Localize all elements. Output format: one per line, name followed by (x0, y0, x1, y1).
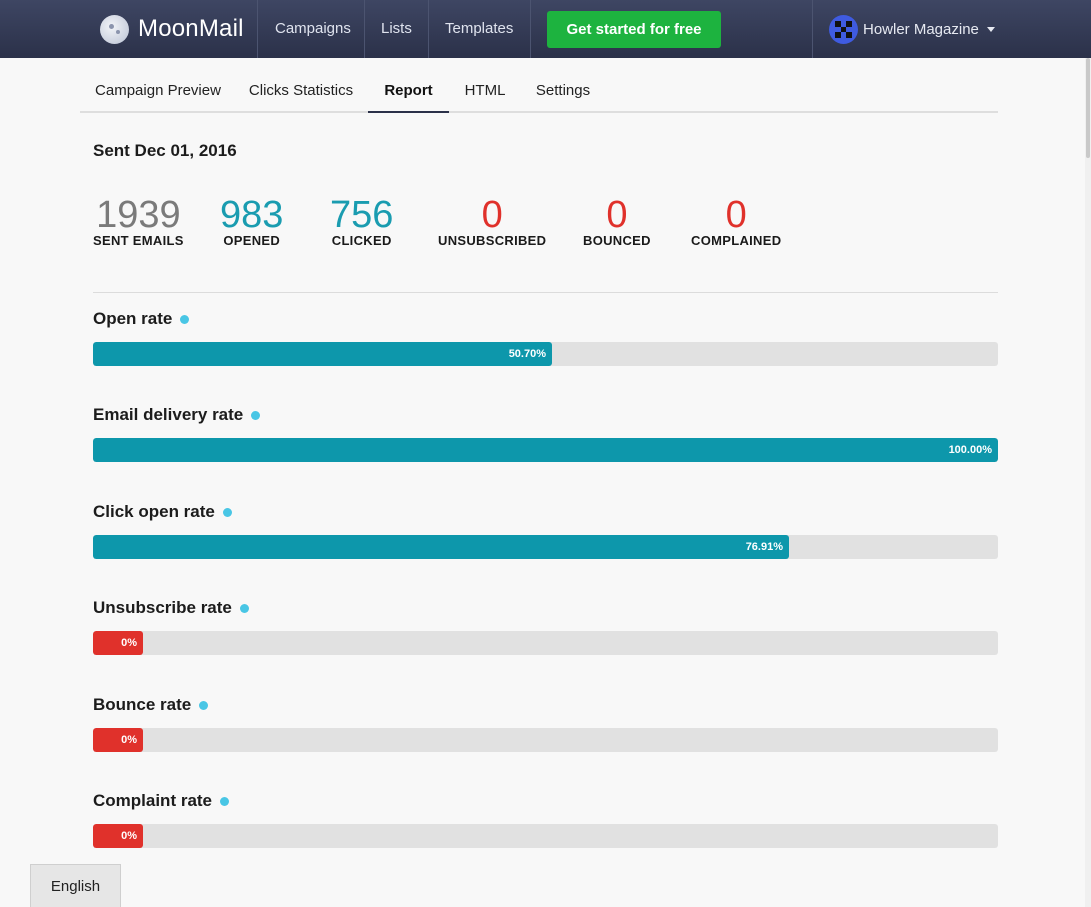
nav-lists[interactable]: Lists (381, 20, 412, 37)
nav-campaigns[interactable]: Campaigns (275, 20, 351, 37)
logo-text: MoonMail (138, 15, 244, 42)
stat-label: OPENED (223, 233, 281, 248)
nav-divider (428, 0, 429, 58)
divider (93, 292, 998, 293)
tab-campaign-preview[interactable]: Campaign Preview (95, 82, 221, 99)
account-menu[interactable]: Howler Magazine (829, 14, 979, 44)
stat-value: 1939 (96, 194, 181, 236)
progress-track: 0% (93, 728, 998, 752)
progress-fill: 0% (93, 824, 143, 848)
tab-settings[interactable]: Settings (535, 82, 591, 99)
stat-opened: 983 OPENED (220, 193, 283, 248)
info-dot-icon[interactable] (239, 603, 249, 613)
stat-value: 0 (725, 194, 747, 236)
top-navbar: MoonMail Campaigns Lists Templates Get s… (0, 0, 1091, 58)
progress-track: 50.70% (93, 342, 998, 366)
progress-fill: 0% (93, 728, 143, 752)
progress-track: 76.91% (93, 535, 998, 559)
rate-open: Open rate 50.70% (93, 308, 998, 366)
tab-report[interactable]: Report (368, 71, 449, 113)
campaign-tabs: Campaign Preview Clicks Statistics Repor… (80, 71, 998, 113)
stat-unsubscribed: 0 UNSUBSCRIBED (438, 193, 546, 248)
avatar-icon (829, 14, 858, 44)
nav-divider (257, 0, 258, 58)
stat-label: SENT EMAILS (93, 233, 184, 248)
stat-complained: 0 COMPLAINED (691, 193, 781, 248)
stat-value: 0 (606, 194, 628, 236)
nav-divider (530, 0, 531, 58)
tab-clicks-statistics[interactable]: Clicks Statistics (248, 82, 354, 99)
stat-sent-emails: 1939 SENT EMAILS (93, 193, 184, 248)
info-dot-icon[interactable] (251, 410, 261, 420)
rate-label: Complaint rate (93, 791, 213, 810)
sent-date-heading: Sent Dec 01, 2016 (93, 141, 237, 160)
scrollbar-thumb[interactable] (1086, 58, 1090, 158)
chevron-down-icon[interactable] (987, 27, 995, 32)
stat-label: BOUNCED (583, 233, 651, 248)
rate-bounce: Bounce rate 0% (93, 694, 998, 752)
progress-fill: 50.70% (93, 342, 552, 366)
rate-click-open: Click open rate 76.91% (93, 501, 998, 559)
stat-label: UNSUBSCRIBED (438, 233, 547, 248)
scrollbar-track[interactable] (1085, 58, 1091, 907)
stat-clicked: 756 CLICKED (330, 193, 393, 248)
rate-unsubscribe: Unsubscribe rate 0% (93, 597, 998, 655)
stat-value: 983 (220, 194, 284, 236)
account-name: Howler Magazine (863, 20, 979, 38)
rate-email-delivery: Email delivery rate 100.00% (93, 404, 998, 462)
progress-track: 0% (93, 631, 998, 655)
rate-label: Unsubscribe rate (93, 598, 232, 617)
moon-logo-icon (100, 14, 129, 44)
stat-value: 756 (330, 194, 394, 236)
info-dot-icon[interactable] (180, 314, 190, 324)
progress-fill: 100.00% (93, 438, 998, 462)
nav-templates[interactable]: Templates (445, 20, 514, 37)
stat-label: CLICKED (331, 233, 392, 248)
progress-fill: 0% (93, 631, 143, 655)
nav-divider (364, 0, 365, 58)
progress-fill: 76.91% (93, 535, 789, 559)
rate-label: Open rate (93, 309, 173, 328)
progress-track: 0% (93, 824, 998, 848)
stat-value: 0 (481, 194, 503, 236)
progress-track: 100.00% (93, 438, 998, 462)
info-dot-icon[interactable] (222, 507, 232, 517)
rate-complaint: Complaint rate 0% (93, 790, 998, 848)
nav-divider (812, 0, 813, 58)
rate-label: Click open rate (93, 502, 215, 521)
language-selector[interactable]: English (30, 864, 121, 907)
info-dot-icon[interactable] (199, 700, 209, 710)
rate-label: Bounce rate (93, 695, 192, 714)
stat-bounced: 0 BOUNCED (583, 193, 651, 248)
info-dot-icon[interactable] (220, 796, 230, 806)
logo[interactable]: MoonMail (100, 14, 244, 44)
tab-html[interactable]: HTML (464, 82, 506, 99)
get-started-button[interactable]: Get started for free (547, 11, 721, 48)
rate-label: Email delivery rate (93, 405, 244, 424)
stat-label: COMPLAINED (691, 233, 782, 248)
